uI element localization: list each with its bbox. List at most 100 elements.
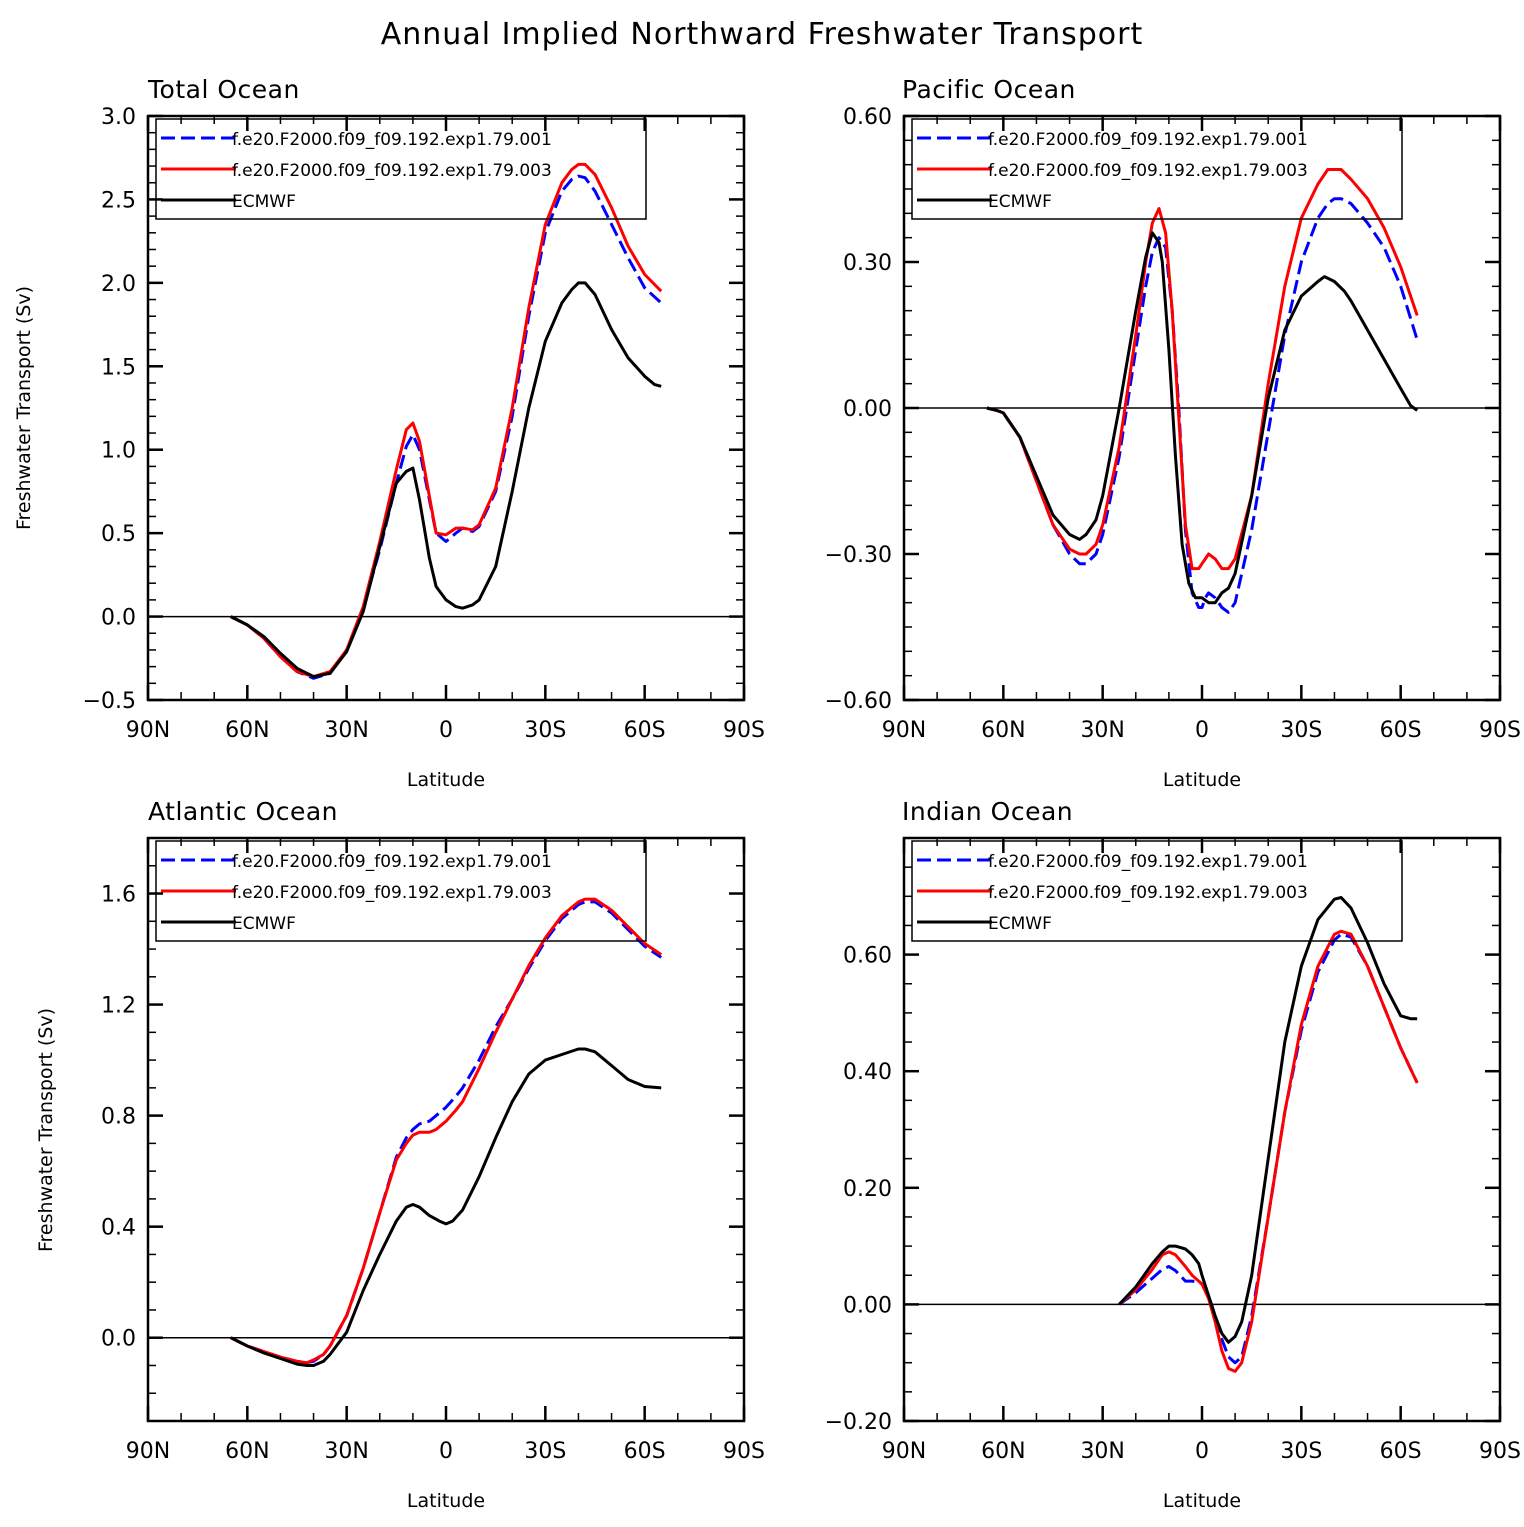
x-tick-label: 30N xyxy=(1080,1439,1124,1464)
x-axis-label: Latitude xyxy=(407,769,485,791)
legend-label: f.e20.F2000.f09_f09.192.exp1.79.001 xyxy=(232,852,552,872)
panel-pacific-ocean: Pacific Ocean −0.60 −0.30 0.00 0.30 0.60 90N 60… xyxy=(825,75,1521,791)
panel-title: Indian Ocean xyxy=(902,797,1073,826)
series-line-2 xyxy=(230,897,663,1365)
y-tick-label: 0.60 xyxy=(843,944,892,969)
x-tick-label: 60N xyxy=(225,1439,269,1464)
legend-label: f.e20.F2000.f09_f09.192.exp1.79.003 xyxy=(232,161,552,181)
y-tick-label: 1.2 xyxy=(101,994,136,1019)
series-line-3 xyxy=(230,281,662,679)
y-tick-label: −0.5 xyxy=(83,689,136,714)
y-tick-label: 0.20 xyxy=(843,1177,892,1202)
panel-title: Pacific Ocean xyxy=(902,75,1076,104)
x-tick-label: 30N xyxy=(324,718,368,743)
y-tick-label: −0.20 xyxy=(825,1410,892,1435)
x-tick-label: 60N xyxy=(225,718,269,743)
y-tick-label: 2.5 xyxy=(101,188,136,213)
y-tick-label: 0.0 xyxy=(101,1327,136,1352)
plot-frame xyxy=(146,836,746,1423)
x-tick-label: 60N xyxy=(981,718,1025,743)
legend-label: f.e20.F2000.f09_f09.192.exp1.79.003 xyxy=(988,161,1308,181)
plot-frame xyxy=(902,114,1502,702)
y-tick-label: 0.00 xyxy=(843,1293,892,1318)
x-tick-label: 90S xyxy=(1479,718,1521,743)
legend: f.e20.F2000.f09_f09.192.exp1.79.001 f.e20… xyxy=(911,840,1403,942)
x-tick-label: 30S xyxy=(524,718,566,743)
panel-total-ocean: Total Ocean −0.5 0.0 0.5 1.0 1.5 2.0 2.5 3.0 90N 6… xyxy=(13,75,765,791)
legend-label: f.e20.F2000.f09_f09.192.exp1.79.003 xyxy=(232,883,552,903)
y-tick-label: 1.5 xyxy=(101,355,136,380)
series-line-3 xyxy=(986,231,1419,605)
x-axis-label: Latitude xyxy=(1163,769,1241,791)
panel-atlantic-ocean: Atlantic Ocean 0.0 0.4 0.8 1.2 1.6 90N 60N 30N 0 3… xyxy=(35,797,765,1512)
legend-label: ECMWF xyxy=(988,914,1052,934)
x-tick-label: 0 xyxy=(439,1439,453,1464)
x-tick-label: 90N xyxy=(126,718,170,743)
x-tick-label: 90N xyxy=(126,1439,170,1464)
y-tick-label: 0.30 xyxy=(843,251,892,276)
series-line-2 xyxy=(1118,929,1419,1373)
y-tick-label: 2.0 xyxy=(101,272,136,297)
y-tick-label: 0.0 xyxy=(101,606,136,631)
x-axis-label: Latitude xyxy=(1163,1490,1241,1512)
x-tick-label: 0 xyxy=(439,718,453,743)
plot-frame xyxy=(146,114,746,702)
y-tick-label: 1.0 xyxy=(101,439,136,464)
x-tick-label: 60S xyxy=(624,718,666,743)
legend-label: ECMWF xyxy=(232,914,296,934)
legend-label: f.e20.F2000.f09_f09.192.exp1.79.001 xyxy=(232,130,552,150)
series-line-1 xyxy=(230,174,663,680)
x-tick-label: 30N xyxy=(1080,718,1124,743)
series-line-2 xyxy=(986,168,1419,571)
x-tick-label: 90S xyxy=(1479,1439,1521,1464)
y-tick-label: 3.0 xyxy=(101,105,136,130)
y-tick-label: −0.30 xyxy=(825,543,892,568)
legend-box xyxy=(911,840,1403,942)
x-tick-label: 60S xyxy=(1380,718,1422,743)
series-line-3 xyxy=(1118,896,1418,1344)
y-tick-label: 0.00 xyxy=(843,397,892,422)
x-tick-label: 30S xyxy=(1280,718,1322,743)
y-tick-label: 0.5 xyxy=(101,522,136,547)
x-tick-label: 30S xyxy=(524,1439,566,1464)
x-tick-label: 90N xyxy=(882,718,926,743)
legend-label: f.e20.F2000.f09_f09.192.exp1.79.001 xyxy=(988,130,1308,150)
series-line-3 xyxy=(230,1047,662,1367)
panel-indian-ocean: Indian Ocean −0.20 0.00 0.20 0.40 0.60 90N 60N 3… xyxy=(825,797,1521,1512)
figure-title: Annual Implied Northward Freshwater Tran… xyxy=(381,17,1143,52)
series-line-1 xyxy=(1118,932,1419,1365)
y-tick-label: 0.40 xyxy=(843,1060,892,1085)
x-tick-label: 60S xyxy=(624,1439,666,1464)
legend-box xyxy=(155,118,647,220)
y-tick-label: −0.60 xyxy=(825,689,892,714)
legend: f.e20.F2000.f09_f09.192.exp1.79.001 f.e20… xyxy=(155,840,647,942)
x-tick-label: 30N xyxy=(324,1439,368,1464)
plot-frame xyxy=(902,836,1502,1423)
y-tick-label: 0.60 xyxy=(843,105,892,130)
legend-label: ECMWF xyxy=(988,192,1052,212)
y-tick-label: 0.4 xyxy=(101,1216,136,1241)
y-tick-label: 1.6 xyxy=(101,883,136,908)
x-tick-label: 30S xyxy=(1280,1439,1322,1464)
legend-box xyxy=(911,118,1403,220)
x-tick-label: 60N xyxy=(981,1439,1025,1464)
legend-label: f.e20.F2000.f09_f09.192.exp1.79.001 xyxy=(988,852,1308,872)
legend-label: ECMWF xyxy=(232,192,296,212)
x-tick-label: 0 xyxy=(1195,1439,1209,1464)
x-tick-label: 60S xyxy=(1380,1439,1422,1464)
x-tick-label: 0 xyxy=(1195,718,1209,743)
legend: f.e20.F2000.f09_f09.192.exp1.79.001 f.e20… xyxy=(155,118,647,220)
x-tick-label: 90N xyxy=(882,1439,926,1464)
series-line-1 xyxy=(230,900,663,1365)
panel-title: Total Ocean xyxy=(147,75,300,104)
x-tick-label: 90S xyxy=(723,1439,765,1464)
y-tick-label: 0.8 xyxy=(101,1105,136,1130)
x-tick-label: 90S xyxy=(723,718,765,743)
x-axis-label: Latitude xyxy=(407,1490,485,1512)
panel-title: Atlantic Ocean xyxy=(148,797,338,826)
legend-box xyxy=(155,840,647,942)
legend: f.e20.F2000.f09_f09.192.exp1.79.001 f.e20… xyxy=(911,118,1403,220)
series-line-1 xyxy=(986,197,1419,614)
legend-label: f.e20.F2000.f09_f09.192.exp1.79.003 xyxy=(988,883,1308,903)
